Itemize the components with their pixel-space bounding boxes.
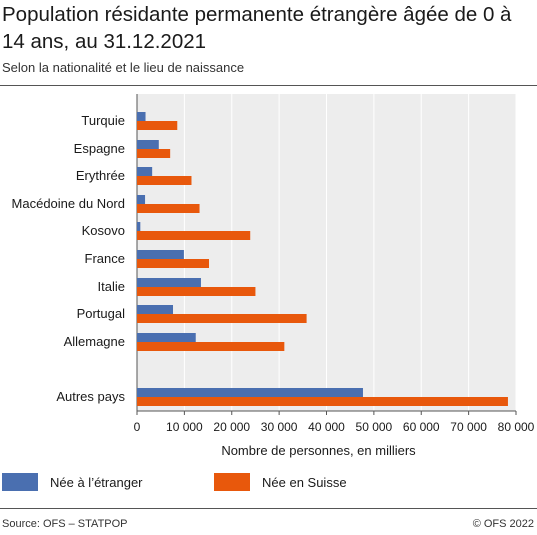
chart-subtitle: Selon la nationalité et le lieu de naiss… [2, 60, 245, 75]
bar-swiss-born [137, 314, 307, 323]
bar-foreign-born [137, 140, 159, 149]
legend-swatch-foreign-born [2, 473, 38, 491]
bottom-divider [0, 508, 537, 509]
category-label: Kosovo [82, 223, 125, 238]
category-label: Portugal [77, 306, 126, 321]
category-label: Espagne [74, 141, 125, 156]
bar-chart: 0 10 000 20 000 30 000 40 000 50 000 60 000 70 … [12, 94, 535, 458]
copyright-note: © OFS 2022 [472, 518, 534, 530]
bar-swiss-born [137, 204, 200, 213]
x-tick-label: 30 000 [261, 420, 298, 434]
x-tick-label: 0 [134, 420, 141, 434]
legend-label-foreign-born: Née à l’étranger [50, 474, 143, 490]
bar-foreign-born [137, 195, 146, 204]
category-label: France [85, 251, 125, 266]
x-tick-label: 80 000 [498, 420, 535, 434]
x-tick-label: 10 000 [166, 420, 203, 434]
legend-swatch-swiss-born [214, 473, 250, 491]
category-label: Autres pays [56, 389, 125, 404]
bar-swiss-born [137, 259, 210, 268]
top-divider [0, 85, 537, 86]
category-label: Erythrée [76, 168, 125, 183]
bar-swiss-born [137, 342, 285, 351]
category-label: Turquie [81, 113, 125, 128]
bar-foreign-born [137, 305, 174, 314]
bar-foreign-born [137, 222, 141, 231]
bar-foreign-born [137, 167, 153, 176]
bar-foreign-born [137, 250, 184, 259]
category-label: Macédoine du Nord [12, 196, 125, 211]
bar-swiss-born [137, 176, 192, 185]
chart-title: Population résidante permanente étrangèr… [2, 3, 512, 53]
x-tick-label: 40 000 [308, 420, 345, 434]
legend-label-swiss-born: Née en Suisse [262, 474, 347, 490]
category-label: Italie [98, 279, 125, 294]
bar-foreign-born [137, 278, 201, 287]
x-axis-title: Nombre de personnes, en milliers [221, 443, 416, 458]
x-tick-label: 70 000 [450, 420, 487, 434]
legend-swiss-born: Née en Suisse [214, 473, 347, 491]
bar-swiss-born [137, 121, 178, 130]
bar-swiss-born [137, 287, 256, 296]
bar-foreign-born [137, 112, 146, 121]
bar-foreign-born [137, 333, 196, 342]
bar-swiss-born [137, 397, 508, 406]
source-note: Source: OFS – STATPOP [2, 518, 128, 530]
x-tick-label: 20 000 [213, 420, 250, 434]
x-tick-label: 60 000 [403, 420, 440, 434]
bar-foreign-born [137, 388, 363, 397]
bar-swiss-born [137, 149, 171, 158]
bar-swiss-born [137, 231, 251, 240]
category-label: Allemagne [64, 334, 125, 349]
legend-foreign-born: Née à l’étranger [2, 473, 143, 491]
x-tick-label: 50 000 [356, 420, 393, 434]
